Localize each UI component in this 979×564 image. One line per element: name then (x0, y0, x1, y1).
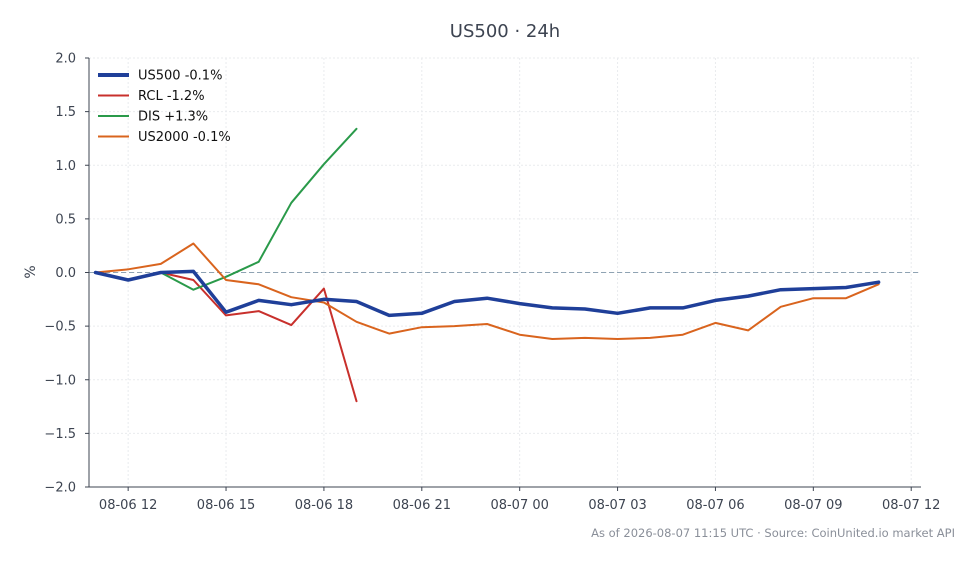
x-axis-ticks: 08-06 12 08-06 15 08-06 18 08-06 21 08-07 00… (99, 487, 940, 513)
y-tick-label: 0.5 (55, 212, 76, 227)
x-tick-label: 08-06 18 (295, 498, 353, 513)
x-tick-label: 08-07 09 (784, 498, 842, 513)
legend-label-us2000: US2000 -0.1% (138, 130, 231, 145)
y-tick-label: 2.0 (55, 52, 76, 67)
source-footer: As of 2026-08-07 11:15 UTC · Source: Coi… (591, 526, 955, 540)
series-line-dis (94, 127, 358, 291)
x-tick-label: 08-06 21 (393, 498, 451, 513)
y-tick-label: −1.5 (44, 427, 76, 442)
legend-label-dis: DIS +1.3% (138, 110, 208, 125)
legend: US500 -0.1% RCL -1.2% DIS +1.3% US2000 -0.1… (98, 69, 231, 145)
x-tick-label: 08-07 06 (686, 498, 744, 513)
legend-label-us500: US500 -0.1% (138, 69, 222, 84)
y-axis-ticks: 2.0 1.5 1.0 0.5 0.0 −0.5 −1.0 −1.5 −2.0 (44, 52, 89, 496)
x-tick-label: 08-07 12 (882, 498, 940, 513)
y-tick-label: −0.5 (44, 320, 76, 335)
legend-label-rcl: RCL -1.2% (138, 89, 205, 104)
y-tick-label: 1.0 (55, 159, 76, 174)
y-tick-label: −2.0 (44, 481, 76, 496)
series-lines (93, 127, 881, 403)
y-tick-label: 0.0 (55, 266, 76, 281)
x-tick-label: 08-06 15 (197, 498, 255, 513)
x-tick-label: 08-07 00 (490, 498, 548, 513)
series-line-us500 (93, 269, 881, 318)
y-axis-label: % (23, 265, 39, 278)
y-tick-label: −1.0 (44, 373, 76, 388)
y-tick-label: 1.5 (55, 105, 76, 120)
chart-title: US500 · 24h (450, 21, 560, 42)
x-tick-label: 08-07 03 (588, 498, 646, 513)
x-tick-label: 08-06 12 (99, 498, 157, 513)
series-line-us2000 (94, 242, 880, 340)
